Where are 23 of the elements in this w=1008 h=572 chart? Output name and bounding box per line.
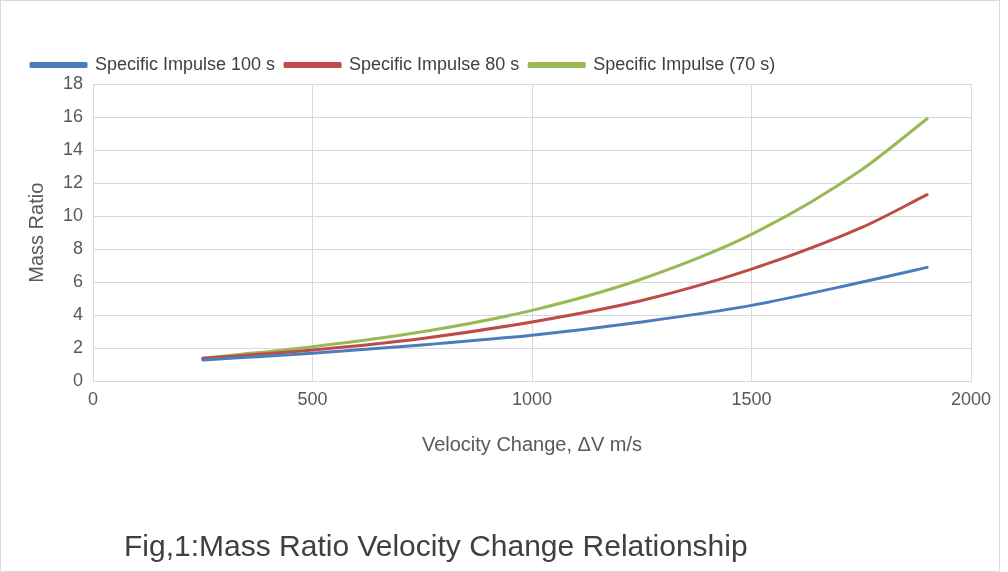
y-tick-label: 10 <box>62 205 84 226</box>
legend-label: Specific Impulse 80 s <box>349 53 520 74</box>
text: Fig,1:Mass Ratio Velocity Change Relationship <box>124 529 748 562</box>
y-tick-label: 2 <box>73 337 84 358</box>
line-series <box>201 265 929 362</box>
legend-label: Specific Impulse 100 s <box>95 53 276 74</box>
legend-label: Specific Impulse (70 s) <box>593 53 776 74</box>
y-axis-title: Mass Ratio <box>24 182 47 283</box>
y-tick-label: 16 <box>62 106 84 127</box>
y-tick-label: 0 <box>73 370 84 391</box>
x-axis-title: Velocity Change, ΔV m/s <box>421 432 643 455</box>
y-tick-label: 12 <box>62 172 84 193</box>
line-series <box>201 193 929 360</box>
y-tick-label: 4 <box>73 304 84 325</box>
y-tick-label: 14 <box>62 139 84 160</box>
x-tick-label: 1500 <box>731 389 772 410</box>
x-tick-label: 1000 <box>511 389 553 410</box>
y-tick-label: 8 <box>73 238 84 259</box>
x-tick-label: 500 <box>297 389 328 410</box>
x-tick-label: 2000 <box>950 389 992 410</box>
x-tick-label: 0 <box>88 389 99 410</box>
y-tick-label: 6 <box>73 271 84 292</box>
y-tick-label: 18 <box>62 72 84 93</box>
